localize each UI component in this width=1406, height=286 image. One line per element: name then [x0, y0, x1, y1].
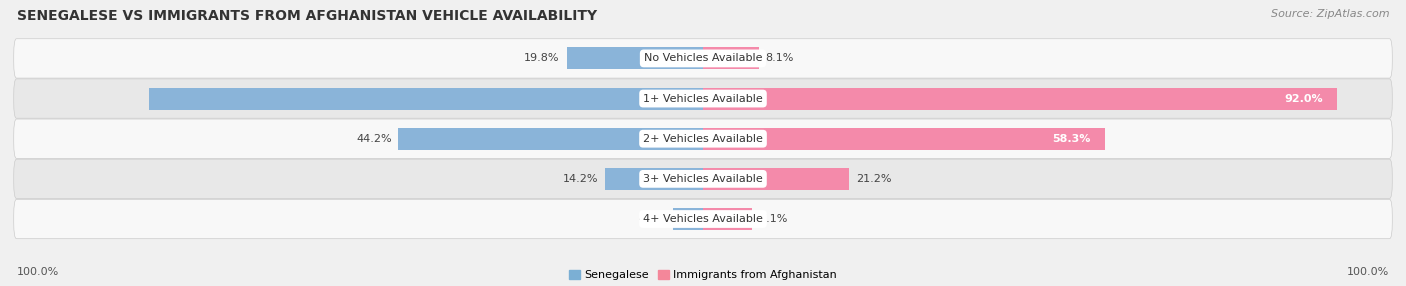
Text: 92.0%: 92.0% — [1285, 94, 1323, 104]
Bar — [703, 128, 1105, 150]
Bar — [398, 128, 703, 150]
Bar — [567, 47, 703, 69]
Text: 1+ Vehicles Available: 1+ Vehicles Available — [643, 94, 763, 104]
FancyBboxPatch shape — [14, 159, 1392, 198]
Text: 8.1%: 8.1% — [766, 53, 794, 63]
FancyBboxPatch shape — [14, 199, 1392, 239]
Bar — [673, 208, 703, 230]
Text: 58.3%: 58.3% — [1053, 134, 1091, 144]
Text: 100.0%: 100.0% — [17, 267, 59, 277]
Bar — [149, 88, 703, 110]
Text: 21.2%: 21.2% — [856, 174, 891, 184]
Legend: Senegalese, Immigrants from Afghanistan: Senegalese, Immigrants from Afghanistan — [569, 270, 837, 281]
Bar — [703, 208, 752, 230]
Text: Source: ZipAtlas.com: Source: ZipAtlas.com — [1271, 9, 1389, 19]
Text: 4.3%: 4.3% — [638, 214, 666, 224]
Text: 2+ Vehicles Available: 2+ Vehicles Available — [643, 134, 763, 144]
Text: 100.0%: 100.0% — [1347, 267, 1389, 277]
Text: 19.8%: 19.8% — [524, 53, 560, 63]
FancyBboxPatch shape — [14, 79, 1392, 118]
FancyBboxPatch shape — [14, 39, 1392, 78]
Text: 44.2%: 44.2% — [356, 134, 392, 144]
Bar — [703, 47, 759, 69]
FancyBboxPatch shape — [14, 119, 1392, 158]
Text: SENEGALESE VS IMMIGRANTS FROM AFGHANISTAN VEHICLE AVAILABILITY: SENEGALESE VS IMMIGRANTS FROM AFGHANISTA… — [17, 9, 598, 23]
Text: No Vehicles Available: No Vehicles Available — [644, 53, 762, 63]
Text: 14.2%: 14.2% — [562, 174, 599, 184]
Text: 80.4%: 80.4% — [689, 94, 728, 104]
Text: 4+ Vehicles Available: 4+ Vehicles Available — [643, 214, 763, 224]
Bar — [703, 168, 849, 190]
Bar — [703, 88, 1337, 110]
Text: 7.1%: 7.1% — [759, 214, 787, 224]
Bar — [605, 168, 703, 190]
Text: 3+ Vehicles Available: 3+ Vehicles Available — [643, 174, 763, 184]
